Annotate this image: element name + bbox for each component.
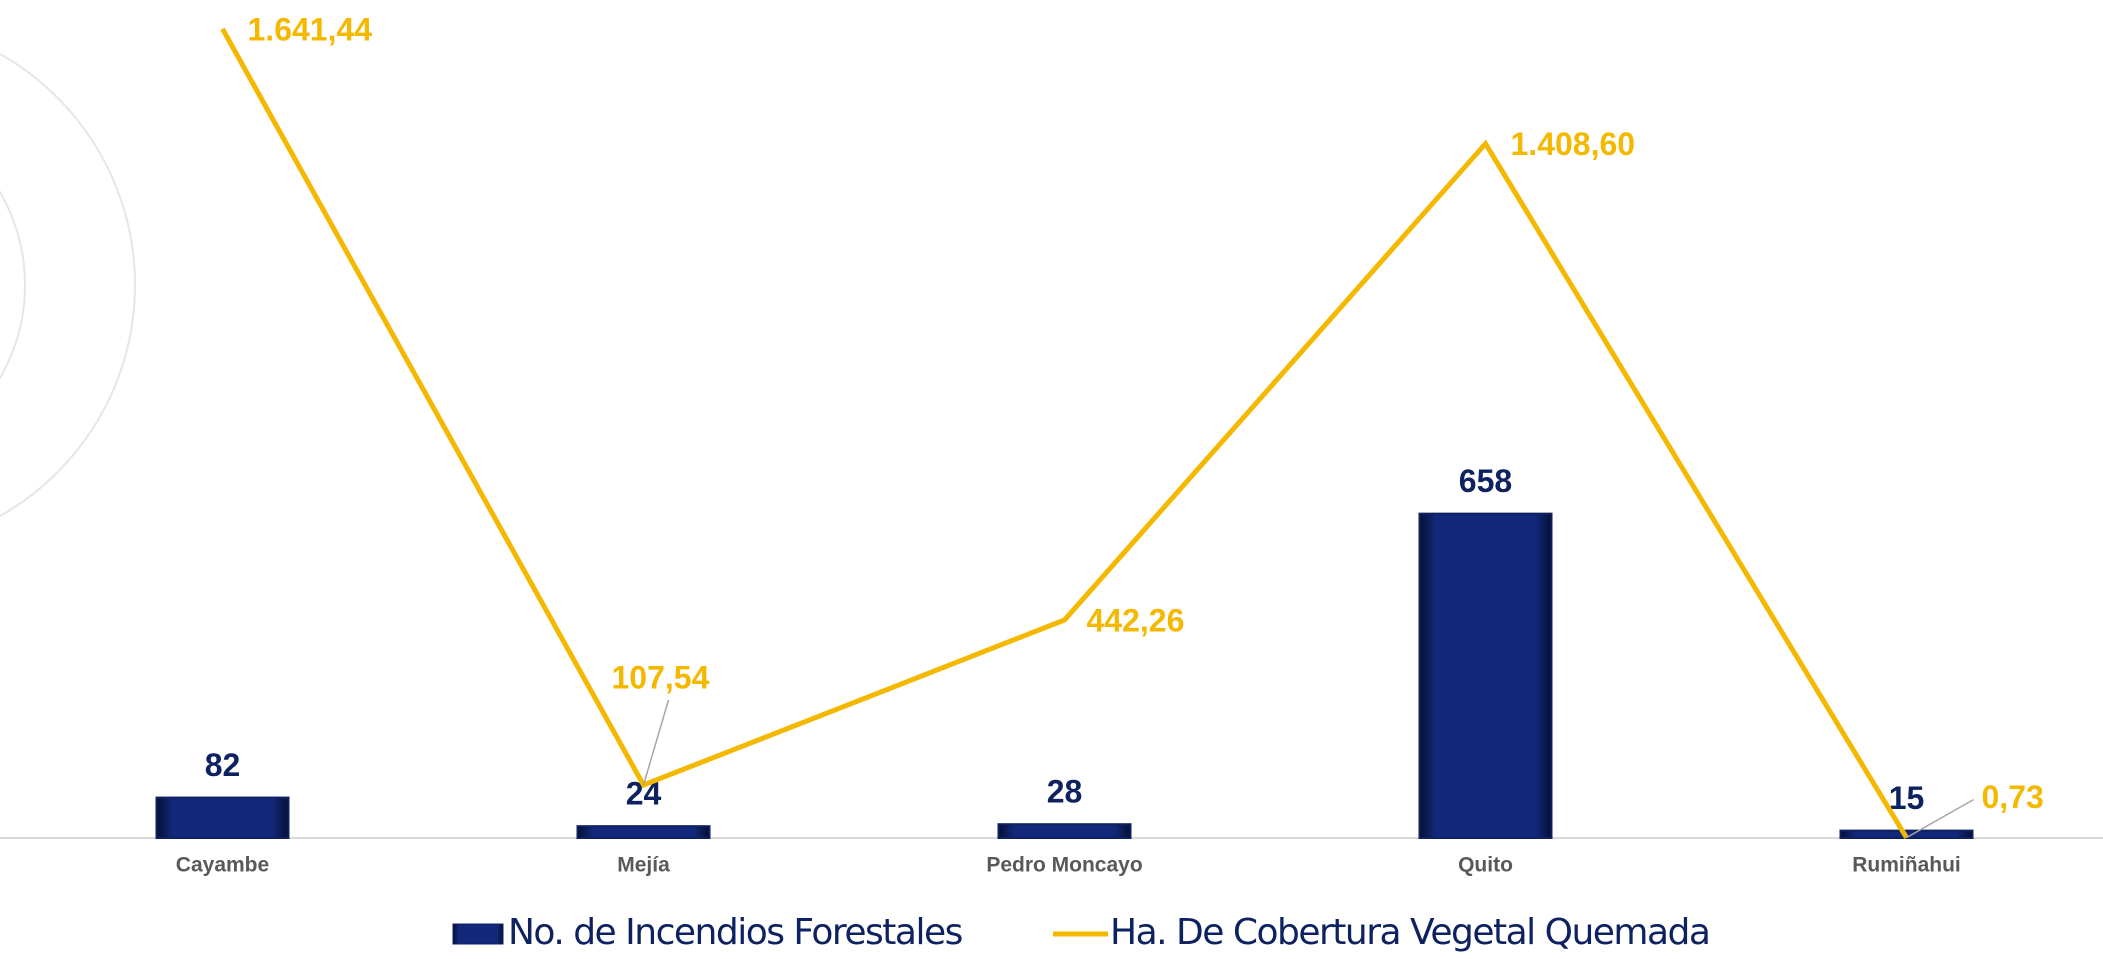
- legend-label: No. de Incendios Forestales: [508, 912, 962, 953]
- bar-value-label: 28: [1047, 774, 1083, 810]
- x-tick-label: Cayambe: [176, 854, 269, 877]
- x-tick-label: Pedro Moncayo: [986, 854, 1142, 877]
- x-tick-label: Rumiñahui: [1852, 854, 1961, 877]
- background-decoration: [0, 52, 136, 518]
- bar: [155, 796, 290, 839]
- bar: [997, 823, 1132, 839]
- bar-value-label: 82: [205, 747, 241, 783]
- line-value-label: 442,26: [1087, 602, 1185, 638]
- line-value-label: 0,73: [1982, 779, 2044, 815]
- x-tick-label: Mejía: [617, 854, 670, 877]
- line-value-label: 1.641,44: [248, 11, 373, 47]
- bar: [1418, 512, 1553, 839]
- leader-line: [642, 699, 670, 786]
- x-tick-label: Quito: [1458, 854, 1513, 877]
- legend-swatch: [452, 923, 504, 945]
- line: [220, 27, 1909, 839]
- line-value-label: 1.408,60: [1511, 126, 1636, 162]
- leader-line: [1906, 798, 1974, 839]
- bar: [576, 825, 711, 840]
- legend-label: Ha. De Cobertura Vegetal Quemada: [1110, 912, 1709, 953]
- line-value-label: 107,54: [612, 659, 710, 695]
- bar-value-label: 15: [1889, 780, 1925, 816]
- bar-value-label: 658: [1459, 463, 1512, 499]
